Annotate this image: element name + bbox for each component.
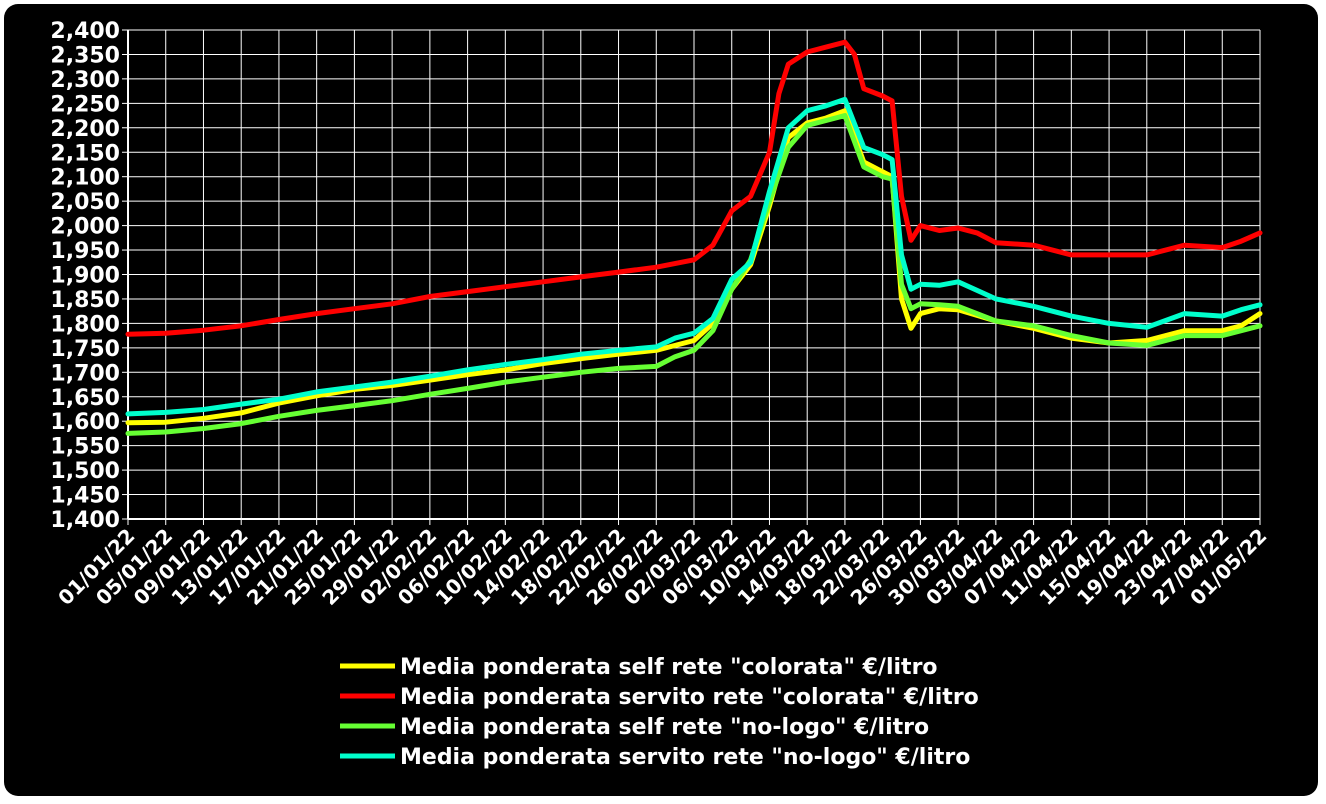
series-line-2 — [125, 39, 1263, 337]
y-tick-label: 2,150 — [50, 141, 120, 166]
legend-label: Media ponderata servito rete "colorata" … — [400, 685, 979, 710]
y-tick-label: 1,950 — [50, 239, 120, 264]
y-tick-label: 2,250 — [50, 92, 120, 117]
grid — [127, 29, 1261, 520]
chart-frame: 1,400 1,450 1,500 1,550 1,600 1,650 1,700 1,750… — [4, 4, 1318, 796]
y-tick-label: 2,100 — [50, 166, 120, 191]
legend-label: Media ponderata self rete "colorata" €/l… — [400, 655, 938, 680]
y-tick-label: 2,350 — [50, 43, 120, 68]
y-tick-label: 2,200 — [50, 117, 120, 142]
axes — [122, 29, 1261, 525]
y-tick-label: 1,700 — [50, 361, 120, 386]
y-axis-ticks: 1,4001,4501,5001,5501,6001,6501,7001,750… — [50, 19, 120, 533]
y-tick-label: 1,850 — [50, 288, 120, 313]
y-tick-label: 2,000 — [50, 215, 120, 240]
legend-label: Media ponderata servito rete "no-logo" €… — [400, 745, 970, 770]
legend-label: Media ponderata self rete "no-logo" €/li… — [400, 715, 929, 740]
series-lines — [125, 39, 1263, 436]
y-tick-label: 1,650 — [50, 386, 120, 411]
y-tick-label: 1,400 — [50, 508, 120, 533]
x-axis-ticks: 01/01/2205/01/2209/01/2213/01/2217/01/22… — [53, 524, 1271, 610]
y-tick-label: 2,300 — [50, 68, 120, 93]
line-chart: 1,4001,4501,5001,5501,6001,6501,7001,750… — [50, 19, 1271, 770]
y-tick-label: 1,900 — [50, 264, 120, 289]
y-tick-label: 1,450 — [50, 484, 120, 509]
series-line-3 — [125, 113, 1263, 436]
series-line-4 — [125, 96, 1263, 417]
legend: Media ponderata self rete "colorata" €/l… — [340, 655, 979, 770]
y-tick-label: 1,750 — [50, 337, 120, 362]
y-tick-label: 1,800 — [50, 312, 120, 337]
y-tick-label: 1,500 — [50, 459, 120, 484]
y-tick-label: 1,550 — [50, 435, 120, 460]
y-tick-label: 2,050 — [50, 190, 120, 215]
y-tick-label: 1,600 — [50, 410, 120, 435]
y-tick-label: 2,400 — [50, 19, 120, 44]
